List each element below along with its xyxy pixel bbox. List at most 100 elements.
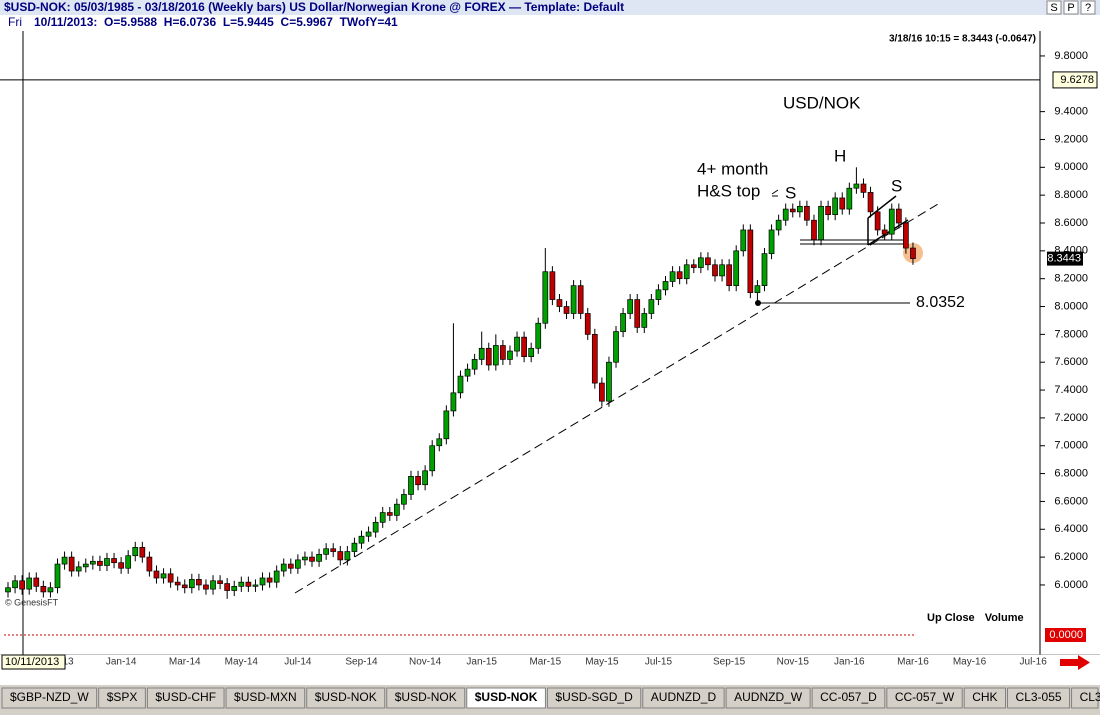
tab-label[interactable]: $USD-SGD_D xyxy=(555,690,633,704)
window-button[interactable] xyxy=(1046,0,1062,15)
tab[interactable] xyxy=(546,687,642,709)
x-tick-label: Nov-15 xyxy=(777,657,810,668)
tab[interactable] xyxy=(642,687,725,709)
tab-label[interactable]: $USD-NOK xyxy=(395,690,457,704)
candle-body xyxy=(351,542,358,552)
tab-label[interactable]: $SPX xyxy=(107,690,138,704)
candle-body xyxy=(372,521,379,533)
candle-body xyxy=(733,250,740,286)
price-tag-label: 8.3443 xyxy=(1047,253,1081,265)
window-button-label[interactable]: ? xyxy=(1085,2,1091,14)
tab[interactable] xyxy=(225,687,306,709)
tab[interactable] xyxy=(466,687,546,709)
tab[interactable] xyxy=(306,687,386,709)
window-button[interactable] xyxy=(1080,0,1096,15)
tab[interactable] xyxy=(98,687,146,709)
candle-body xyxy=(627,299,634,314)
tab-label[interactable]: $USD-MXN xyxy=(234,690,297,704)
candle-body xyxy=(26,577,33,590)
annotation: 8.0352 xyxy=(916,294,965,311)
y-tick-label: 8.0000 xyxy=(1054,300,1088,312)
candle-body xyxy=(853,183,860,189)
candle-body xyxy=(323,548,329,555)
candle-body xyxy=(804,205,810,221)
candle-body xyxy=(238,581,245,587)
candle-body xyxy=(217,580,223,584)
candle-body xyxy=(295,559,301,569)
window-button-label[interactable]: P xyxy=(1067,2,1074,14)
candle-body xyxy=(712,264,718,277)
candle-body xyxy=(471,359,478,370)
candle-body xyxy=(252,584,259,587)
candle-body xyxy=(160,573,167,579)
candle-body xyxy=(82,563,89,568)
tab-label[interactable]: CC-057_W xyxy=(895,690,955,704)
y-tick-label: 6.6000 xyxy=(1054,495,1088,507)
tab[interactable] xyxy=(963,687,1007,709)
window-button-label[interactable]: S xyxy=(1050,2,1057,14)
tab[interactable] xyxy=(1007,687,1071,709)
candle-body xyxy=(167,573,174,583)
candle-body xyxy=(768,229,775,254)
pattern-line xyxy=(867,219,909,246)
candle-body xyxy=(535,322,542,349)
support-point xyxy=(755,300,761,306)
candle-body xyxy=(719,264,725,277)
tab-label[interactable]: $USD-CHF xyxy=(155,690,216,704)
candle-body xyxy=(485,347,492,366)
tab-label[interactable]: $USD-NOK xyxy=(315,690,377,704)
window-button[interactable] xyxy=(1063,0,1079,15)
y-tick-label: 6.4000 xyxy=(1054,523,1088,535)
candle-body xyxy=(860,183,867,193)
tab-label[interactable]: CC-057_D xyxy=(820,690,877,704)
tab-label[interactable]: CL3-055 xyxy=(1016,690,1062,704)
tab[interactable] xyxy=(1071,687,1099,709)
tab-label[interactable]: CHK xyxy=(972,690,997,704)
annotation: 4+ month xyxy=(697,159,768,178)
y-tick-label: 9.4000 xyxy=(1054,106,1088,118)
x-tick-label: Jan-15 xyxy=(466,657,497,668)
y-tick-label: 9.0000 xyxy=(1054,161,1088,173)
candle-body xyxy=(740,229,747,252)
candle-body xyxy=(75,566,82,572)
candle-body xyxy=(153,570,160,579)
tab[interactable] xyxy=(1,687,98,709)
x-tick-label: Jan-16 xyxy=(834,657,865,668)
candle-body xyxy=(386,512,393,516)
candle-body xyxy=(754,285,761,293)
candle-body xyxy=(61,556,68,565)
candle-body xyxy=(443,410,450,440)
tab[interactable] xyxy=(386,687,466,709)
tab-label[interactable]: $USD-NOK xyxy=(475,690,538,704)
tab[interactable] xyxy=(146,687,225,709)
candle-body xyxy=(125,555,132,569)
candle-body xyxy=(584,313,591,335)
x-tick-label: Nov-14 xyxy=(409,657,442,668)
candle-body xyxy=(47,587,54,593)
candle-body xyxy=(796,205,803,213)
tab-label[interactable]: CL3 xyxy=(1080,690,1100,704)
candle-body xyxy=(563,306,570,314)
y-tick-label: 6.8000 xyxy=(1054,467,1088,479)
tab[interactable] xyxy=(886,687,963,709)
candle-body xyxy=(839,197,846,210)
candle-body xyxy=(761,253,768,286)
tab[interactable] xyxy=(725,687,811,709)
tab-label[interactable]: $GBP-NZD_W xyxy=(10,690,89,704)
scroll-arrow[interactable] xyxy=(1060,655,1090,670)
tab-label[interactable]: AUDNZD_D xyxy=(651,690,717,704)
candle-body xyxy=(478,347,485,360)
candle-body xyxy=(104,558,110,566)
tab[interactable] xyxy=(811,687,886,709)
plot-area xyxy=(0,31,1040,655)
candle-body xyxy=(782,208,789,221)
tab-label[interactable]: AUDNZD_W xyxy=(734,690,803,704)
candle-body xyxy=(280,563,287,572)
candle-body xyxy=(895,208,902,224)
y-tick-label: 6.2000 xyxy=(1054,551,1088,563)
y-tick-label: 8.8000 xyxy=(1054,189,1088,201)
y-tick-label: 9.8000 xyxy=(1054,50,1088,62)
candle-body xyxy=(40,585,47,593)
candle-body xyxy=(464,368,471,377)
candle-body xyxy=(556,299,563,307)
